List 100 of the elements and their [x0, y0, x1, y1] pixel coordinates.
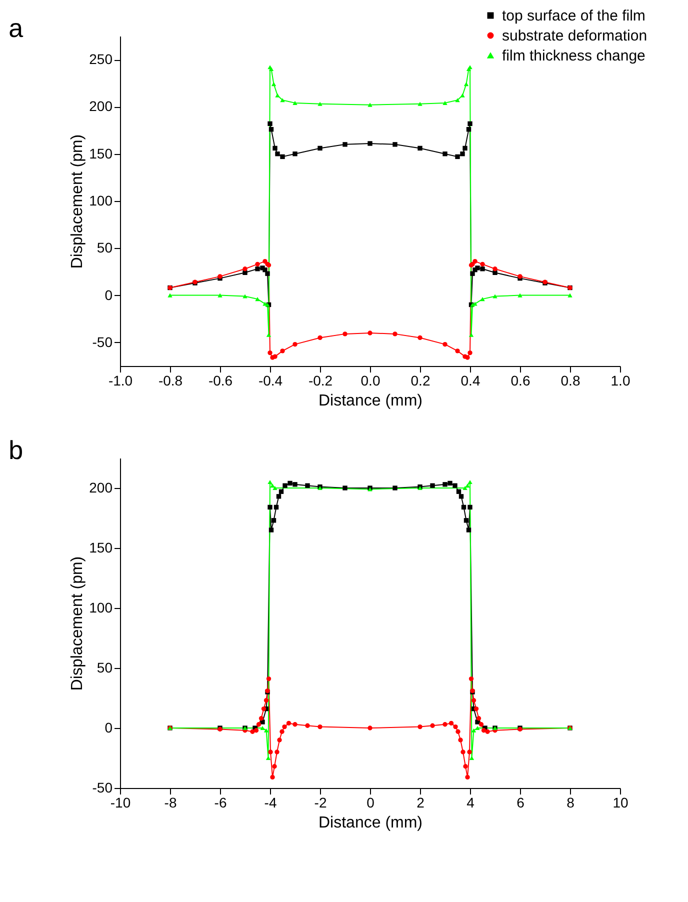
legend-label: film thickness change [502, 48, 646, 64]
point [280, 348, 285, 354]
point [292, 482, 298, 487]
y-tick-label: 100 [89, 600, 113, 616]
point [265, 271, 270, 276]
point [492, 270, 498, 275]
x-axis-title: Distance (mm) [318, 392, 423, 410]
point [468, 480, 472, 484]
point [460, 750, 466, 754]
point [480, 262, 485, 267]
point [474, 706, 479, 712]
point [242, 266, 248, 272]
point [275, 152, 280, 156]
point [318, 335, 322, 340]
x-tick-label: 0.2 [410, 372, 430, 388]
point [518, 293, 522, 298]
point [392, 332, 398, 336]
point [255, 266, 260, 272]
point [463, 764, 468, 769]
point [430, 723, 435, 728]
point [442, 100, 448, 105]
point [268, 121, 272, 126]
x-tick-label: 0.0 [360, 372, 380, 388]
y-tick-label: 50 [96, 240, 113, 256]
point [305, 723, 310, 728]
point [286, 720, 292, 726]
point [465, 355, 470, 360]
point [492, 294, 498, 298]
y-tick-label: 0 [104, 720, 113, 736]
point [268, 350, 272, 356]
point [442, 482, 448, 487]
point [274, 750, 280, 754]
point [272, 354, 278, 359]
point [242, 294, 248, 298]
point [278, 489, 284, 494]
x-tick-label: 1.0 [610, 372, 630, 388]
y-tick-label: -50 [92, 780, 113, 796]
point [272, 146, 278, 151]
point [268, 750, 273, 754]
point [458, 738, 463, 742]
point [453, 724, 458, 730]
x-tick-label: -0.4 [258, 372, 283, 388]
x-tick-label: -1.0 [108, 372, 133, 388]
point [262, 267, 268, 272]
point [276, 494, 282, 499]
point [256, 722, 262, 727]
point [282, 724, 287, 730]
point [478, 722, 484, 727]
point [368, 330, 372, 336]
point [268, 127, 274, 132]
point [342, 142, 348, 147]
point [476, 716, 482, 721]
y-tick-label: 0 [104, 286, 113, 303]
point [430, 483, 435, 488]
point [280, 154, 285, 160]
point [464, 518, 469, 523]
point [318, 102, 322, 106]
point [448, 720, 454, 726]
point [277, 738, 282, 742]
point [455, 154, 460, 160]
point [368, 141, 372, 146]
y-tick-label: 200 [89, 98, 113, 114]
point [442, 722, 448, 727]
point [492, 266, 498, 272]
point [392, 486, 398, 490]
point [481, 728, 486, 733]
point [458, 494, 464, 499]
point [475, 726, 480, 730]
point [462, 146, 468, 151]
x-tick-label: -6 [214, 794, 227, 810]
point [568, 293, 572, 298]
point [271, 82, 276, 86]
point [275, 93, 280, 98]
point [271, 518, 276, 523]
y-tick-label: -50 [92, 334, 113, 350]
point [480, 297, 485, 302]
x-tick-label: 0 [366, 794, 375, 810]
x-tick-label: -0.2 [308, 372, 333, 388]
point [465, 774, 470, 780]
point [442, 152, 448, 156]
point [472, 259, 478, 264]
y-tick-label: 50 [96, 660, 113, 676]
point [292, 100, 298, 105]
point [272, 764, 277, 769]
point [292, 342, 298, 347]
x-tick-label: 0.6 [510, 372, 530, 388]
x-tick-label: -2 [314, 794, 327, 810]
x-tick-label: 6 [516, 794, 525, 810]
point [468, 676, 474, 682]
point [318, 146, 322, 151]
point [242, 270, 248, 275]
point [305, 483, 310, 488]
point [268, 528, 274, 532]
y-axis-title: Displacement (pm) [69, 134, 86, 269]
point [456, 729, 460, 734]
point [260, 726, 265, 730]
point [418, 102, 422, 106]
point [466, 528, 472, 532]
x-tick-label: 4 [466, 794, 475, 810]
point [268, 504, 272, 510]
